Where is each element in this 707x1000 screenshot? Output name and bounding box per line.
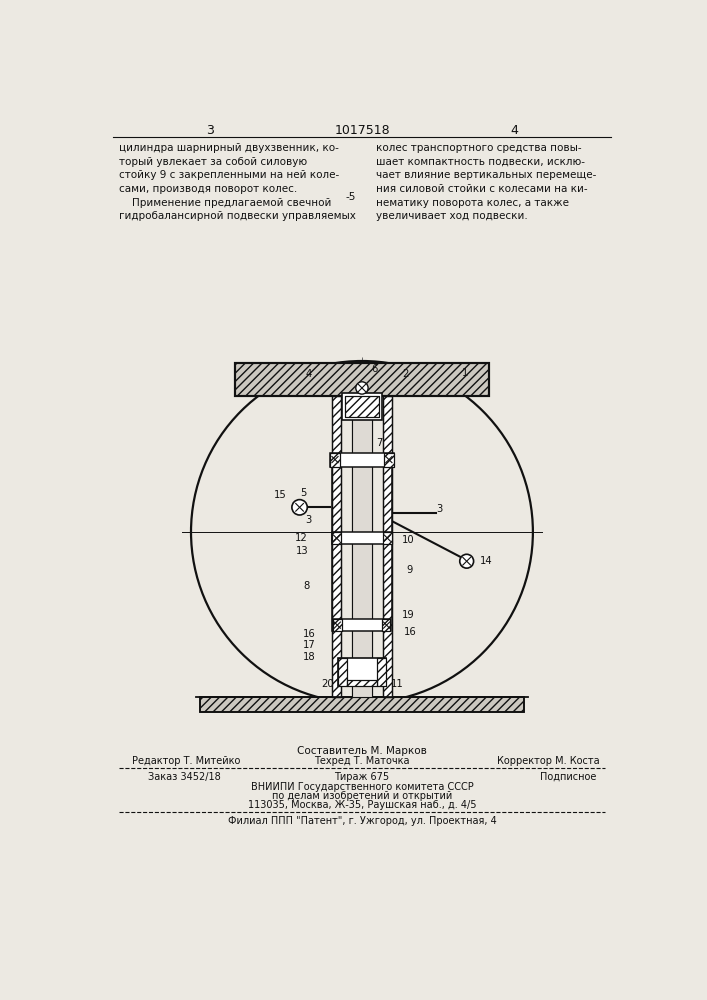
Text: 4: 4 <box>511 124 519 137</box>
Text: 10: 10 <box>402 535 414 545</box>
Text: Редактор Т. Митейко: Редактор Т. Митейко <box>132 756 241 766</box>
Text: 8: 8 <box>303 581 310 591</box>
Text: 3: 3 <box>206 124 214 137</box>
Text: 9: 9 <box>407 565 413 575</box>
Bar <box>235 363 489 396</box>
Text: колес транспортного средства повы-
шает компактность подвески, исклю-
чает влиян: колес транспортного средства повы- шает … <box>376 143 596 221</box>
Bar <box>382 396 392 697</box>
Bar <box>352 396 372 697</box>
Bar <box>347 680 377 686</box>
Text: 18: 18 <box>303 652 316 662</box>
Bar <box>345 396 379 417</box>
Text: 15: 15 <box>274 490 287 500</box>
Bar <box>235 363 489 396</box>
Text: 12: 12 <box>296 533 308 543</box>
Circle shape <box>356 382 368 394</box>
Text: ВНИИПИ Государственного комитета СССР: ВНИИПИ Государственного комитета СССР <box>250 782 473 792</box>
Text: 1017518: 1017518 <box>334 124 390 137</box>
Text: Составитель М. Марков: Составитель М. Марков <box>297 746 427 756</box>
Bar <box>200 697 524 712</box>
Bar <box>338 658 347 686</box>
Bar <box>334 619 390 631</box>
Text: -5: -5 <box>345 192 356 202</box>
Text: 5: 5 <box>300 488 307 498</box>
Bar <box>377 658 386 686</box>
Bar <box>332 532 341 544</box>
Text: Корректор М. Коста: Корректор М. Коста <box>497 756 600 766</box>
Text: 14: 14 <box>480 556 492 566</box>
Bar <box>330 453 394 466</box>
Bar <box>383 453 394 466</box>
Circle shape <box>292 500 308 515</box>
Text: Техред Т. Маточка: Техред Т. Маточка <box>314 756 409 766</box>
Text: 13: 13 <box>296 546 308 556</box>
Text: 17: 17 <box>303 640 316 650</box>
Text: 113035, Москва, Ж-35, Раушская наб., д. 4/5: 113035, Москва, Ж-35, Раушская наб., д. … <box>247 800 477 810</box>
Bar <box>330 453 340 466</box>
Bar <box>382 532 392 544</box>
Text: 7: 7 <box>376 438 382 448</box>
Text: 16: 16 <box>404 627 417 637</box>
Text: Подписное: Подписное <box>539 772 596 782</box>
Circle shape <box>460 554 474 568</box>
Text: 1: 1 <box>462 368 469 378</box>
Text: 6: 6 <box>371 364 378 374</box>
Text: 3: 3 <box>436 504 442 514</box>
Bar <box>200 697 524 712</box>
Text: 2: 2 <box>402 369 409 379</box>
Bar <box>330 453 340 466</box>
Text: 11: 11 <box>391 679 404 689</box>
Bar <box>382 396 392 697</box>
Text: 3: 3 <box>305 515 312 525</box>
Bar <box>377 658 386 686</box>
Bar <box>382 619 390 631</box>
Text: Тираж 675: Тираж 675 <box>334 772 390 782</box>
Bar <box>332 396 341 697</box>
Bar <box>338 658 386 686</box>
Text: 16: 16 <box>303 629 316 639</box>
Text: 19: 19 <box>402 610 415 620</box>
Text: Филиал ППП "Патент", г. Ужгород, ул. Проектная, 4: Филиал ППП "Патент", г. Ужгород, ул. Про… <box>228 816 496 826</box>
Text: по делам изобретений и открытий: по делам изобретений и открытий <box>271 791 452 801</box>
Bar <box>382 532 392 544</box>
Bar <box>332 396 341 697</box>
Bar <box>347 680 377 686</box>
Bar <box>332 532 392 544</box>
Bar <box>334 619 342 631</box>
Bar <box>334 619 342 631</box>
Bar <box>342 393 382 420</box>
Text: 4: 4 <box>305 369 312 379</box>
Bar <box>338 658 347 686</box>
Text: Заказ 3452/18: Заказ 3452/18 <box>148 772 221 782</box>
Bar <box>332 532 341 544</box>
Text: 20: 20 <box>322 679 334 689</box>
Bar <box>382 619 390 631</box>
Text: цилиндра шарнирный двухзвенник, ко-
торый увлекает за собой силовую
стойку 9 с з: цилиндра шарнирный двухзвенник, ко- торы… <box>119 143 356 221</box>
Bar <box>345 396 379 417</box>
Bar <box>383 453 394 466</box>
